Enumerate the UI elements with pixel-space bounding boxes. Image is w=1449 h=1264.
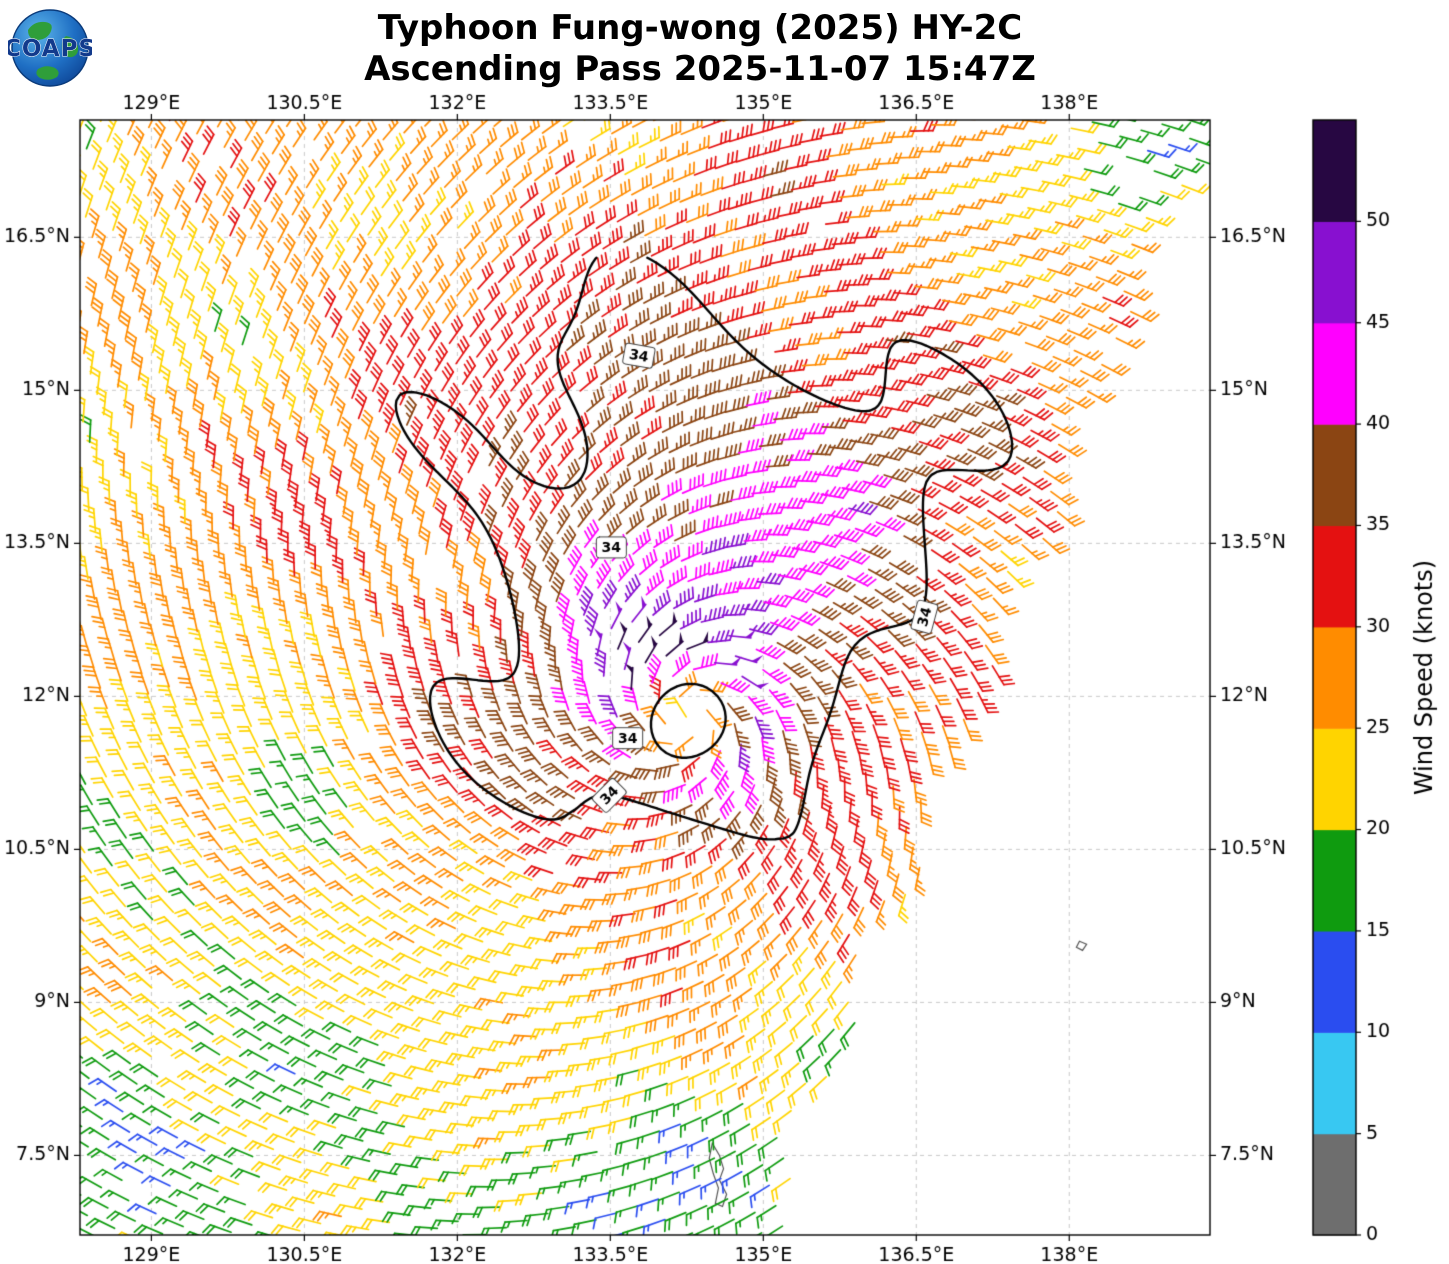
globe-icon: COAPS <box>3 9 96 87</box>
coaps-logo: COAPS <box>3 6 96 90</box>
globe-land-3 <box>36 66 59 80</box>
logo-text: COAPS <box>8 36 92 62</box>
globe-land-2 <box>61 36 79 58</box>
globe-land-1 <box>28 21 52 40</box>
